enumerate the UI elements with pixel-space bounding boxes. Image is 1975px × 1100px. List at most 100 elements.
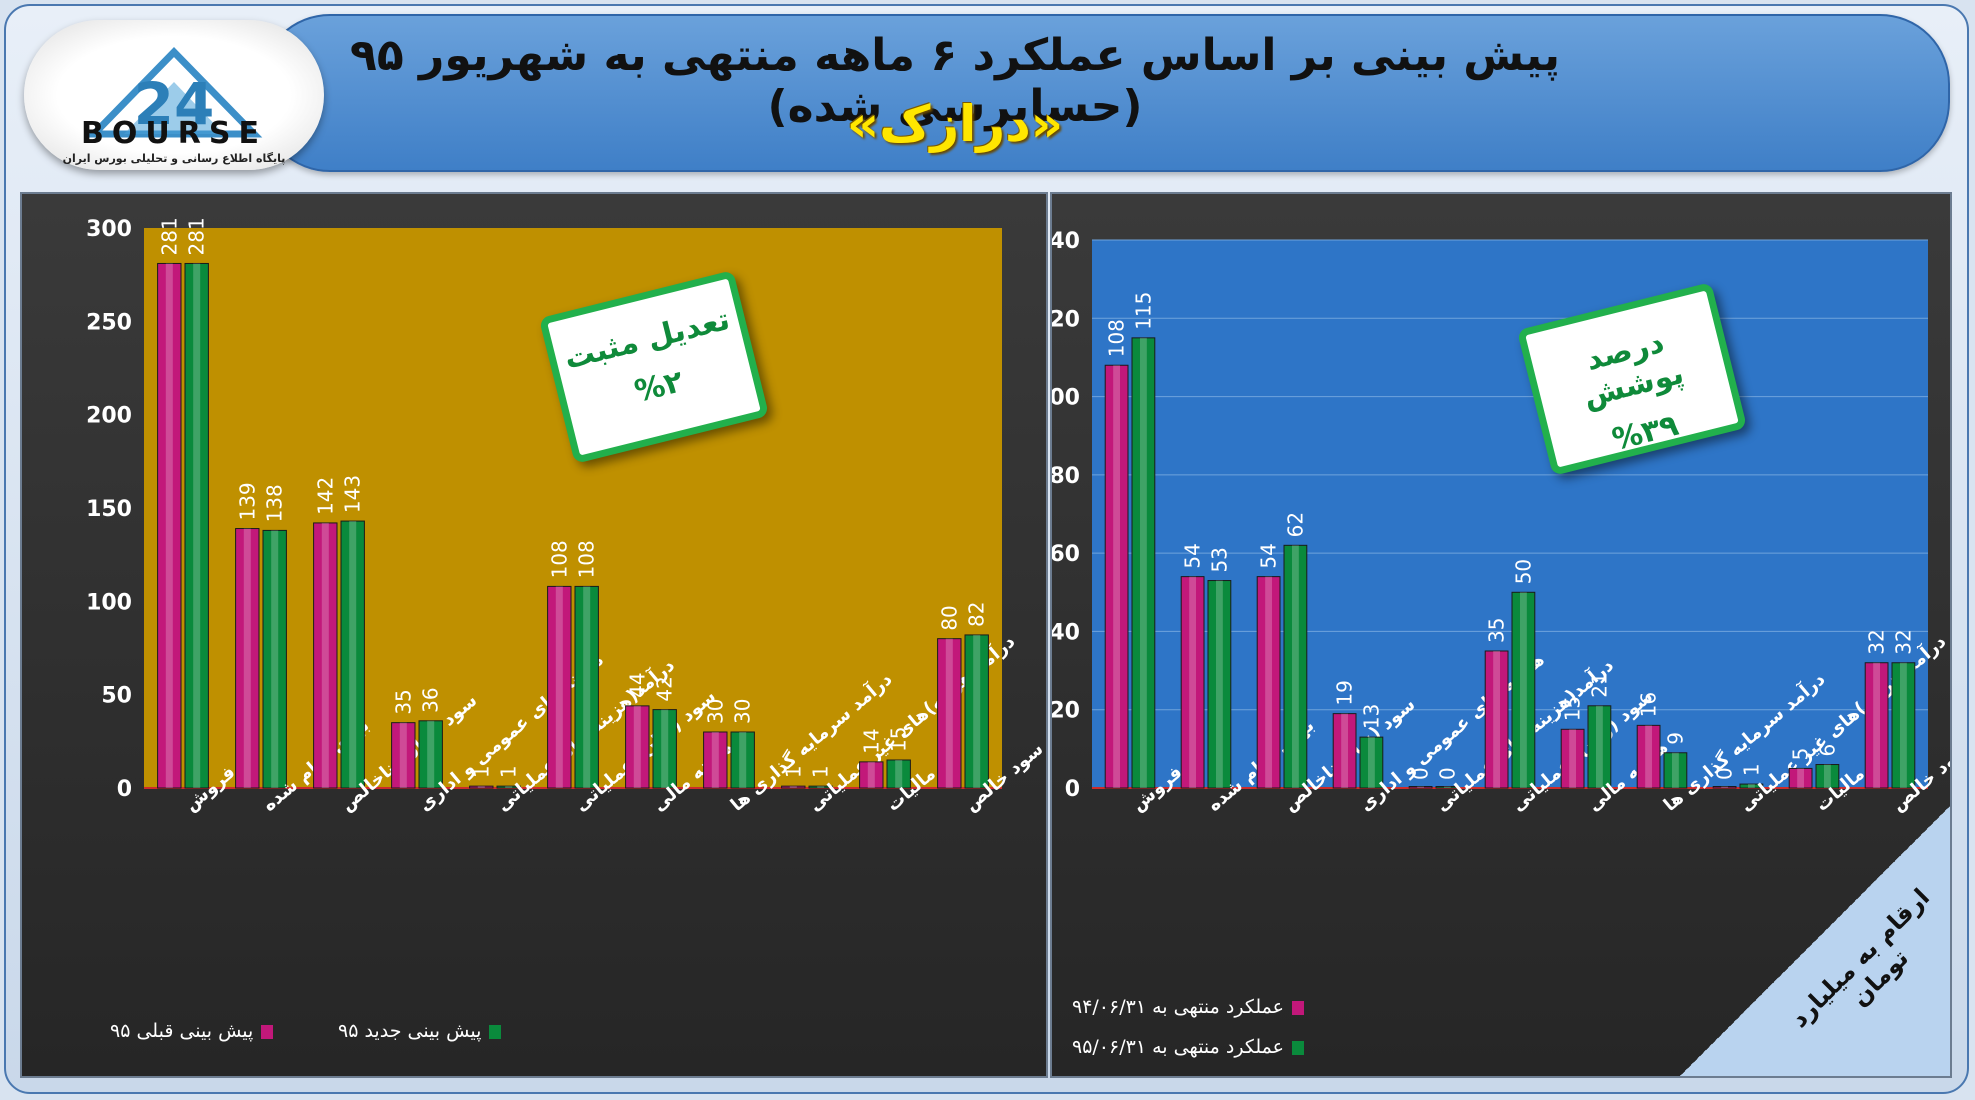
data-label: 32: [1865, 629, 1889, 654]
y-tick-label: 200: [86, 404, 132, 429]
bar-highlight: [711, 732, 719, 788]
data-label: 54: [1257, 543, 1281, 568]
bar-highlight: [477, 786, 485, 788]
legend-swatch-green: [1291, 1040, 1304, 1055]
bar-highlight: [895, 760, 903, 788]
data-label: 42: [653, 676, 677, 701]
bar-highlight: [973, 634, 981, 788]
company-name: «درازک»: [846, 95, 1064, 153]
bar-highlight: [243, 528, 251, 788]
data-label: 35: [391, 689, 415, 714]
y-tick-label: 50: [101, 684, 132, 709]
bar-highlight: [583, 586, 591, 788]
data-label: 62: [1283, 512, 1307, 537]
y-tick-label: 0: [117, 777, 132, 802]
y-tick-label: 0: [1065, 777, 1080, 802]
logo-mark-icon: 24: [85, 46, 263, 138]
bar: [1712, 786, 1737, 789]
bar-highlight: [399, 722, 407, 788]
data-label: 36: [419, 687, 443, 712]
data-label: 115: [1131, 292, 1155, 330]
y-tick-label: 40: [1052, 620, 1080, 645]
left-legend-item-a: پیش بینی قبلی ۹۵: [110, 1020, 274, 1042]
bar: [157, 262, 182, 789]
bar: [781, 785, 806, 789]
right-bar-chart: 020406080100120140108115فروش5453بهای تما…: [1052, 229, 1950, 816]
logo-brand: BOURSE: [81, 116, 267, 151]
bar: [652, 709, 677, 789]
data-label: 108: [547, 540, 571, 578]
data-label: 15: [1561, 696, 1585, 721]
legend-label: عملکرد منتهی به ۹۵/۰۶/۳۱: [1072, 1036, 1284, 1058]
data-label: 14: [859, 728, 883, 753]
data-label: 54: [1181, 543, 1205, 568]
bar: [730, 731, 755, 789]
data-label: 82: [965, 601, 989, 626]
bar: [1332, 713, 1357, 789]
right-legend-item-a: عملکرد منتهی به ۹۴/۰۶/۳۱: [1072, 996, 1304, 1018]
data-label: 6: [1815, 744, 1839, 757]
bar-highlight: [1721, 786, 1729, 788]
bar: [964, 634, 989, 789]
bar-highlight: [661, 709, 669, 788]
data-label: 30: [703, 699, 727, 724]
data-label: 0: [1409, 767, 1433, 780]
y-tick-label: 100: [1052, 386, 1080, 411]
data-label: 0: [1713, 767, 1737, 780]
bar-highlight: [427, 720, 435, 788]
y-tick-label: 60: [1052, 542, 1080, 567]
left-bar-chart: 050100150200250300281281فروش139138بهای ت…: [86, 217, 1046, 816]
bar-highlight: [1291, 545, 1299, 788]
bar-highlight: [1823, 764, 1831, 788]
bar-highlight: [1367, 737, 1375, 788]
data-label: 21: [1587, 672, 1611, 697]
bar: [1408, 786, 1433, 789]
bar: [418, 720, 443, 789]
bar: [547, 585, 572, 789]
right-legend-item-b: عملکرد منتهی به ۹۵/۰۶/۳۱: [1072, 1036, 1304, 1058]
bar: [937, 638, 962, 789]
data-label: 139: [235, 482, 259, 520]
bar-highlight: [1341, 713, 1349, 788]
header-bar: [260, 14, 1950, 172]
bar-highlight: [945, 638, 953, 788]
y-tick-label: 140: [1052, 229, 1080, 254]
bar: [1256, 576, 1281, 789]
left-chart-panel: 050100150200250300281281فروش139138بهای ت…: [20, 192, 1048, 1078]
bar-highlight: [1113, 365, 1121, 788]
bar: [1283, 544, 1308, 789]
bar-highlight: [1899, 662, 1907, 788]
bar: [1435, 786, 1460, 789]
bar: [1891, 662, 1916, 789]
bar: [1587, 705, 1612, 789]
bar-highlight: [1417, 786, 1425, 788]
bar-highlight: [789, 786, 797, 788]
data-label: 1: [809, 765, 833, 778]
bar: [625, 705, 650, 789]
bar-highlight: [633, 705, 641, 788]
logo: 24 BOURSE پایگاه اطلاع رسانی و تحلیلی بو…: [24, 20, 324, 170]
bar: [1484, 650, 1509, 789]
bar-highlight: [349, 521, 357, 788]
data-label: 19: [1333, 680, 1357, 705]
bar-highlight: [1189, 576, 1197, 788]
bar: [340, 520, 365, 789]
y-tick-label: 300: [86, 217, 132, 242]
bar-highlight: [1671, 752, 1679, 788]
bar-highlight: [321, 522, 329, 788]
bar-highlight: [817, 786, 825, 788]
data-label: 13: [1359, 704, 1383, 729]
bar-highlight: [271, 530, 279, 788]
plot-area: [1092, 240, 1928, 788]
bar: [1180, 576, 1205, 789]
bar: [235, 528, 260, 789]
bar-highlight: [1215, 580, 1223, 788]
data-label: 44: [625, 672, 649, 697]
legend-swatch-magenta: [1291, 1000, 1304, 1015]
data-label: 281: [185, 217, 209, 255]
bar: [703, 731, 728, 789]
bar: [1207, 580, 1232, 789]
bar: [808, 785, 833, 789]
data-label: 80: [937, 605, 961, 630]
bar: [496, 785, 521, 789]
